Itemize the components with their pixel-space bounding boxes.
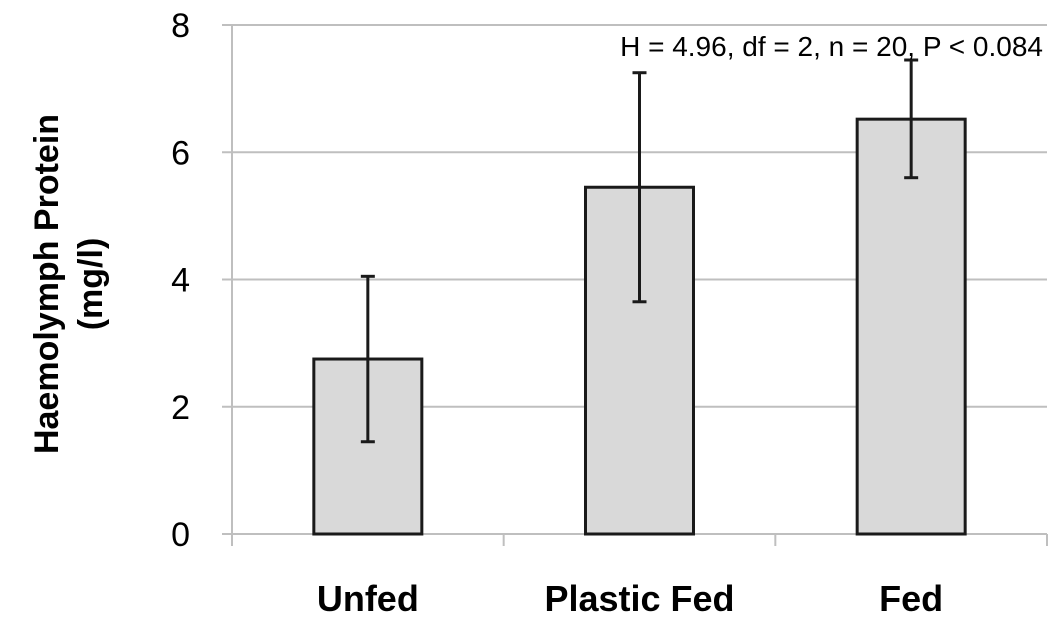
y-tick-label: 8 bbox=[171, 7, 190, 45]
y-axis-title-line2: (mg/l) bbox=[72, 238, 110, 331]
y-tick-label: 0 bbox=[171, 516, 190, 554]
y-tick-labels: 0 2 4 6 8 bbox=[171, 7, 232, 554]
x-category-label: Fed bbox=[879, 578, 943, 618]
y-tick-label: 6 bbox=[171, 134, 190, 172]
error-bars bbox=[360, 58, 919, 444]
y-tick-label: 2 bbox=[171, 389, 190, 427]
x-category-label: Unfed bbox=[317, 578, 419, 618]
y-tick-label: 4 bbox=[171, 262, 190, 300]
y-axis-title-line1: Haemolymph Protein bbox=[28, 114, 66, 454]
stats-annotation: H = 4.96, df = 2, n = 20, P < 0.084 bbox=[620, 31, 1043, 62]
x-category-labels: Unfed Plastic Fed Fed bbox=[231, 534, 1048, 618]
x-category-label: Plastic Fed bbox=[544, 578, 734, 618]
bar-fed bbox=[855, 117, 967, 536]
